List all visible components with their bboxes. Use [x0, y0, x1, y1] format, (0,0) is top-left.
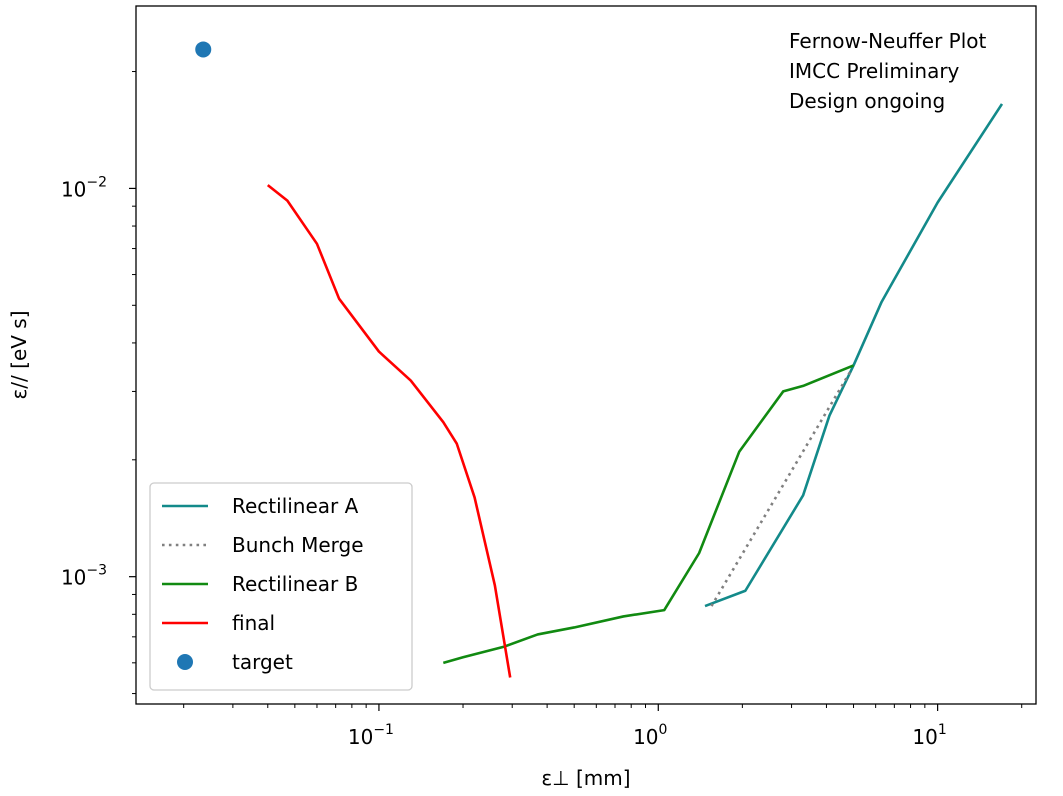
legend-label-bunch-merge: Bunch Merge: [232, 533, 364, 557]
legend-label-final: final: [232, 611, 275, 635]
annotation: Fernow-Neuffer Plot IMCC Preliminary Des…: [789, 29, 987, 113]
legend: Rectilinear A Bunch Merge Rectilinear B …: [149, 482, 413, 691]
tick-layer: 10−1 100 101 10−3 10−2: [61, 71, 1023, 749]
target-point: [195, 41, 212, 58]
annotation-line-3: Design ongoing: [789, 89, 945, 113]
x-axis-label: ε⊥ [mm]: [541, 766, 630, 790]
rectilinear-b-line: [442, 364, 855, 665]
annotation-line-2: IMCC Preliminary: [789, 59, 960, 83]
y-tick-label: 10−3: [61, 563, 107, 590]
rectilinear-a-line: [704, 103, 1004, 608]
plot-frame: [135, 5, 1037, 705]
bunch-merge-line: [710, 369, 853, 607]
x-tick-label: 10−1: [348, 722, 394, 749]
y-axis-label: ε// [eV s]: [7, 310, 31, 399]
legend-label-rectilinear-a: Rectilinear A: [232, 494, 359, 518]
series-layer: [195, 41, 1004, 678]
legend-frame: [149, 482, 413, 691]
y-tick-label: 10−2: [61, 174, 107, 201]
legend-label-rectilinear-b: Rectilinear B: [232, 572, 358, 596]
x-tick-label: 100: [633, 722, 667, 749]
annotation-line-1: Fernow-Neuffer Plot: [789, 29, 987, 53]
final-line: [266, 184, 512, 678]
legend-label-target: target: [232, 650, 293, 674]
x-tick-label: 101: [912, 722, 946, 749]
legend-swatch-target: [177, 654, 193, 670]
